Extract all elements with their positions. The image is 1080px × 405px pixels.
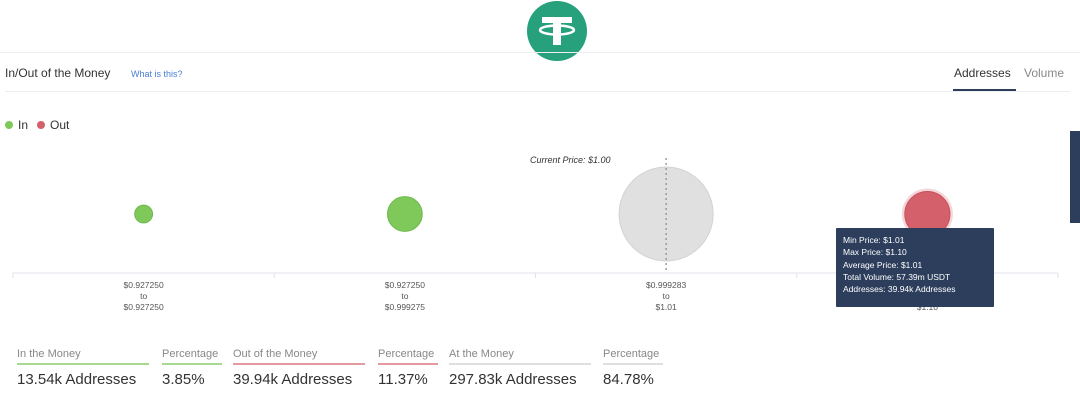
summary-rule [449,363,591,365]
panel-top-border [0,52,1080,53]
tether-t-icon [538,17,576,45]
what-is-this-link[interactable]: What is this? [131,69,183,79]
tooltip-max-price: Max Price: $1.10 [843,247,907,258]
legend-in-label: In [18,118,29,132]
x-tick-label: $0.999275 [385,302,425,312]
summary-label: Percentage [378,348,435,360]
header-divider [5,91,1070,92]
x-tick-label: $0.927250 [124,302,164,312]
tooltip-total-volume: Total Volume: 57.39m USDT [843,271,951,282]
tooltip-min-price: Min Price: $1.01 [843,235,905,245]
tooltip-average-price: Average Price: $1.01 [843,259,923,270]
summary-rule [378,363,438,365]
x-tick-label: to [663,291,670,301]
bubble-in[interactable] [134,204,154,224]
sidebar-toggle-tab[interactable] [1070,131,1080,223]
tooltip-addresses: Addresses: 39.94k Addresses [843,284,956,295]
summary-label: Percentage [162,348,219,360]
bubble-chart: $0.927250 to $0.927250 $0.927250 to $0.999275… [0,140,1080,320]
summary-in-percentage: Percentage 3.85% [162,348,222,388]
summary-label: In the Money [17,348,81,360]
summary-in-the-money: In the Money 13.54k Addresses [17,348,149,388]
in-dot-icon [5,121,13,129]
legend-in[interactable]: In [5,118,28,132]
summary-value: 297.83k Addresses [449,371,577,388]
summary-at-percentage: Percentage 84.78% [603,348,663,388]
x-tick-label: $0.999283 [646,280,686,290]
summary-label: At the Money [449,348,514,360]
summary-value: 13.54k Addresses [17,371,137,388]
summary-rule [162,363,222,365]
summary-value: 11.37% [378,371,428,388]
x-tick-label: to [401,291,408,301]
summary-value: 39.94k Addresses [233,371,353,388]
tab-addresses[interactable]: Addresses [954,66,1011,80]
tab-volume[interactable]: Volume [1024,66,1065,80]
bubble-tooltip: Min Price: $1.01 Max Price: $1.10 Averag… [836,228,994,307]
section-title: In/Out of the Money [5,66,111,80]
summary-at-the-money: At the Money 297.83k Addresses [449,348,591,388]
summary-label: Out of the Money [233,348,318,360]
current-price-label: Current Price: $1.00 [530,155,611,165]
x-tick-label: $1.01 [655,302,677,312]
summary-value: 3.85% [162,371,205,388]
tether-logo [527,1,587,61]
summary-rule [603,363,663,365]
active-tab-indicator [953,89,1016,91]
x-tick-label: to [140,291,147,301]
summary-out-percentage: Percentage 11.37% [378,348,438,388]
summary-rule [17,363,149,365]
summary-out-of-the-money: Out of the Money 39.94k Addresses [233,348,365,388]
x-tick-label: $1.10 [917,302,939,312]
summary-value: 84.78% [603,371,654,388]
legend-out[interactable]: Out [37,118,69,132]
x-tick-label: $0.927250 [124,280,164,290]
summary-label: Percentage [603,348,660,360]
legend-out-label: Out [50,118,70,132]
bubble-in[interactable] [386,196,423,232]
x-tick-label: $0.927250 [385,280,425,290]
summary-rule [233,363,365,365]
out-dot-icon [37,121,45,129]
chart-svg: $0.927250to$0.927250$0.927250to$0.999275… [12,158,1059,312]
